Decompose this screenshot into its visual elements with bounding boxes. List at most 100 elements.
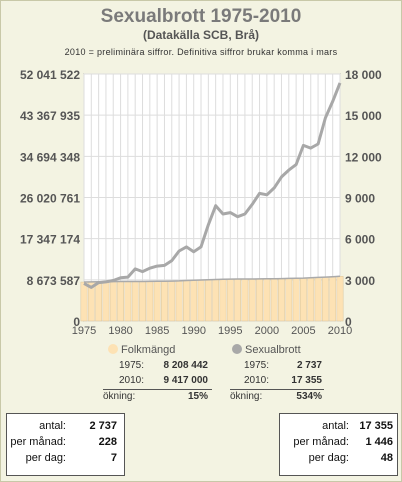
crime-day-row: per dag: 48: [280, 452, 397, 467]
crime-y1-label: 1975:: [244, 360, 270, 371]
folk-bar: [292, 277, 300, 322]
folk-bar: [161, 280, 168, 322]
folk-bar: [197, 279, 205, 322]
right-axis-tick-label: 12 000: [345, 150, 382, 164]
x-axis-tick-label: 2010: [328, 325, 352, 337]
folk-antal-row: antal: 2 737: [7, 420, 124, 435]
folk-bar: [168, 280, 176, 322]
x-axis-tick-label: 1975: [72, 325, 96, 337]
folk-bar: [117, 281, 124, 322]
crime-antal-label: antal:: [322, 420, 349, 432]
folk-divider: [103, 389, 212, 390]
crime-change-value: 534%: [296, 391, 322, 402]
folk-bar: [204, 279, 212, 322]
left-axis-tick-label: 26 020 761: [20, 192, 80, 206]
crime-antal-value: 17 355: [359, 420, 393, 432]
folk-bar: [336, 276, 344, 322]
crime-month-label: per månad:: [293, 436, 349, 448]
crime-month-value: 1 446: [365, 436, 393, 448]
folk-change-value: 15%: [187, 391, 208, 402]
left-axis-tick-label: 34 694 348: [20, 150, 80, 164]
chart-title: Sexualbrott 1975-2010: [100, 6, 302, 27]
folk-antal-label: antal:: [39, 420, 66, 432]
left-axis-tick-label: 8 673 587: [27, 274, 81, 288]
folk-bar: [300, 277, 307, 322]
x-axis-tick-label: 1990: [181, 325, 205, 337]
folk-bar: [256, 278, 263, 322]
legend-folk-label: Folkmängd: [121, 344, 176, 356]
right-axis-tick-label: 0: [345, 315, 352, 329]
folk-bar: [241, 278, 249, 322]
folk-bar: [190, 279, 198, 322]
folk-bar: [102, 281, 110, 322]
folk-bar: [219, 278, 227, 322]
folk-bar: [285, 278, 293, 322]
folk-bar: [314, 277, 322, 322]
right-axis-tick-label: 9 000: [345, 192, 375, 206]
crime-line: [83, 82, 342, 289]
folk-bar: [307, 277, 315, 322]
folk-y2-label: 2010:: [119, 375, 145, 386]
folk-month-value: 228: [98, 436, 117, 448]
folk-bar: [175, 280, 183, 322]
right-axis-tick-label: 3 000: [345, 274, 375, 288]
folk-day-row: per dag: 7: [7, 452, 124, 467]
right-axis-tick-label: 6 000: [345, 233, 375, 247]
x-axis-tick-label: 1995: [218, 325, 242, 337]
folk-bar: [146, 281, 154, 322]
folk-bar: [278, 278, 285, 322]
crime-day-label: per dag:: [308, 452, 349, 464]
crime-rate-box: antal: 17 355 per månad: 1 446 per dag: …: [279, 413, 398, 476]
legend-folk-marker: [108, 344, 118, 354]
folk-bar: [124, 281, 132, 322]
folk-rate-box: antal: 2 737 per månad: 228 per dag: 7: [6, 413, 125, 476]
legend-crime: Sexualbrott: [232, 344, 301, 356]
folk-bar: [234, 278, 242, 322]
folk-day-label: per dag:: [25, 452, 66, 464]
left-axis-tick-label: 17 347 174: [20, 233, 80, 247]
right-axis-tick-label: 18 000: [345, 68, 382, 82]
folk-day-value: 7: [110, 452, 117, 464]
chart-note: 2010 = preliminära siffror. Definitiva s…: [64, 47, 338, 57]
folk-bar: [248, 278, 256, 322]
folk-antal-value: 2 737: [89, 420, 117, 432]
folk-bar: [226, 278, 234, 322]
crime-month-row: per månad: 1 446: [280, 436, 397, 451]
chart-subtitle: (Datakälla SCB, Brå): [142, 28, 260, 42]
crime-day-value: 48: [380, 452, 393, 464]
folk-bar: [329, 276, 337, 322]
crime-antal-row: antal: 17 355: [280, 420, 397, 435]
folk-bar: [153, 281, 161, 322]
x-axis-tick-label: 1980: [108, 325, 132, 337]
folk-bar: [139, 281, 146, 322]
folk-bar: [212, 279, 220, 322]
right-axis-tick-label: 15 000: [345, 109, 382, 123]
folk-bar: [182, 280, 190, 322]
folk-y2-value: 9 417 000: [163, 375, 209, 386]
x-axis-tick-label: 2005: [291, 325, 315, 337]
folk-bar: [80, 281, 88, 322]
folk-bar: [270, 278, 278, 322]
crime-y2-value: 17 355: [291, 375, 322, 386]
legend-crime-label: Sexualbrott: [245, 344, 301, 356]
folk-bar: [109, 281, 117, 322]
crime-divider: [230, 389, 324, 390]
folk-month-row: per månad: 228: [7, 436, 124, 451]
folk-bar: [131, 281, 139, 322]
crime-y1-value: 2 737: [296, 360, 322, 371]
left-axis-tick-label: 43 367 935: [20, 109, 80, 123]
legend-crime-marker: [232, 344, 242, 354]
left-axis-tick-label: 0: [73, 315, 80, 329]
folk-y1-label: 1975:: [119, 360, 145, 371]
x-axis-tick-label: 2000: [255, 325, 279, 337]
crime-y2-label: 2010:: [244, 375, 270, 386]
left-axis-tick-label: 52 041 522: [20, 68, 80, 82]
folk-bar: [321, 276, 329, 322]
crime-change-label: ökning:: [230, 391, 263, 402]
legend-folk: Folkmängd: [108, 344, 175, 356]
folk-change-label: ökning:: [103, 391, 136, 402]
folk-bar: [95, 281, 103, 322]
folk-bar: [263, 278, 271, 322]
folk-line: [83, 275, 341, 283]
